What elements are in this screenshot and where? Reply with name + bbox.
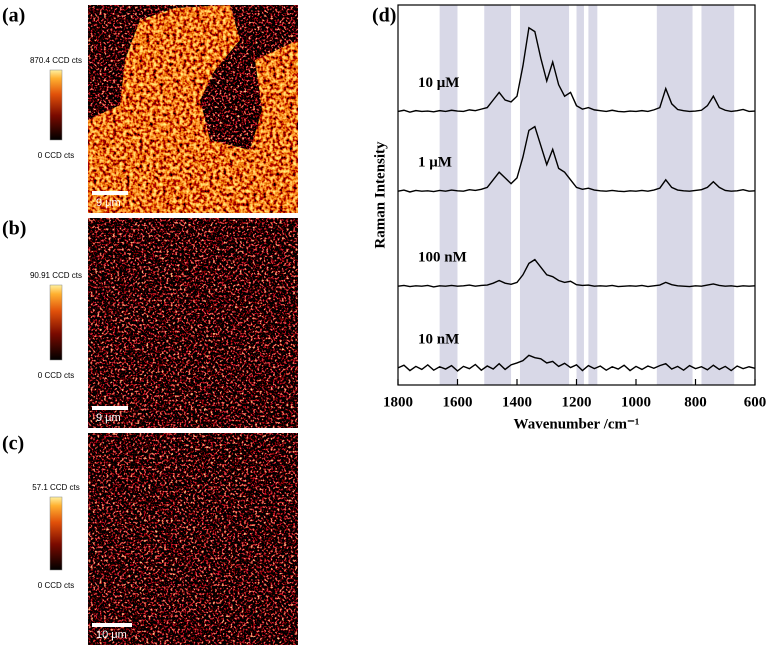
scale-bar bbox=[92, 623, 132, 627]
series-label: 100 nM bbox=[418, 250, 467, 266]
spectrum-line bbox=[397, 26, 756, 113]
colorbar bbox=[49, 69, 63, 141]
series-label: 1 μM bbox=[418, 155, 452, 171]
highlight-band bbox=[588, 5, 598, 385]
series-label: 10 μM bbox=[418, 75, 459, 91]
highlight-band bbox=[439, 5, 458, 385]
highlight-band bbox=[576, 5, 584, 385]
x-tick-label: 1000 bbox=[621, 394, 651, 410]
highlight-band bbox=[701, 5, 735, 385]
y-axis-label: Raman Intensity bbox=[372, 141, 388, 249]
spectrum-line bbox=[397, 354, 756, 372]
spectrum-line bbox=[397, 125, 756, 193]
panel-label: (a) bbox=[2, 5, 25, 27]
highlight-band bbox=[656, 5, 693, 385]
highlight-band bbox=[519, 5, 570, 385]
x-tick-label: 1200 bbox=[562, 394, 592, 410]
colorbar-min-label: 0 CCD cts bbox=[38, 581, 74, 590]
x-axis-label: Wavenumber /cm⁻¹ bbox=[514, 416, 640, 432]
colorbar-max-label: 57.1 CCD cts bbox=[32, 483, 80, 492]
x-tick-label: 600 bbox=[744, 394, 767, 410]
colorbar bbox=[49, 284, 63, 361]
colorbar bbox=[49, 496, 63, 571]
colorbar-max-label: 870.4 CCD cts bbox=[30, 56, 82, 65]
panel-label: (c) bbox=[2, 433, 24, 455]
scale-bar bbox=[92, 191, 128, 195]
x-tick-label: 1400 bbox=[502, 394, 532, 410]
map-texture bbox=[88, 218, 298, 428]
x-tick-label: 800 bbox=[684, 394, 707, 410]
x-tick-label: 1800 bbox=[383, 394, 413, 410]
panel-label: (b) bbox=[2, 218, 26, 240]
highlight-band bbox=[484, 5, 512, 385]
colorbar-min-label: 0 CCD cts bbox=[38, 151, 74, 160]
spectrum-line bbox=[397, 258, 756, 288]
series-label: 10 nM bbox=[418, 331, 459, 347]
map-panels: (a) 870.4 CCD cts 0 CCD cts 9 μm (b) 90.91 CC… bbox=[2, 5, 298, 645]
scale-bar bbox=[92, 406, 128, 410]
colorbar-max-label: 90.91 CCD cts bbox=[30, 271, 82, 280]
colorbar-min-label: 0 CCD cts bbox=[38, 371, 74, 380]
map-texture bbox=[88, 433, 298, 645]
scale-bar-label: 9 μm bbox=[96, 197, 121, 209]
panel-label: (d) bbox=[372, 5, 396, 27]
x-tick-label: 1600 bbox=[443, 394, 473, 410]
scale-bar-label: 9 μm bbox=[96, 412, 121, 424]
scale-bar-label: 10 μm bbox=[96, 629, 127, 641]
spectra-panel: (d) 1800 1600 1400 1200 1000 800 600 Wavenumber … bbox=[372, 4, 767, 432]
